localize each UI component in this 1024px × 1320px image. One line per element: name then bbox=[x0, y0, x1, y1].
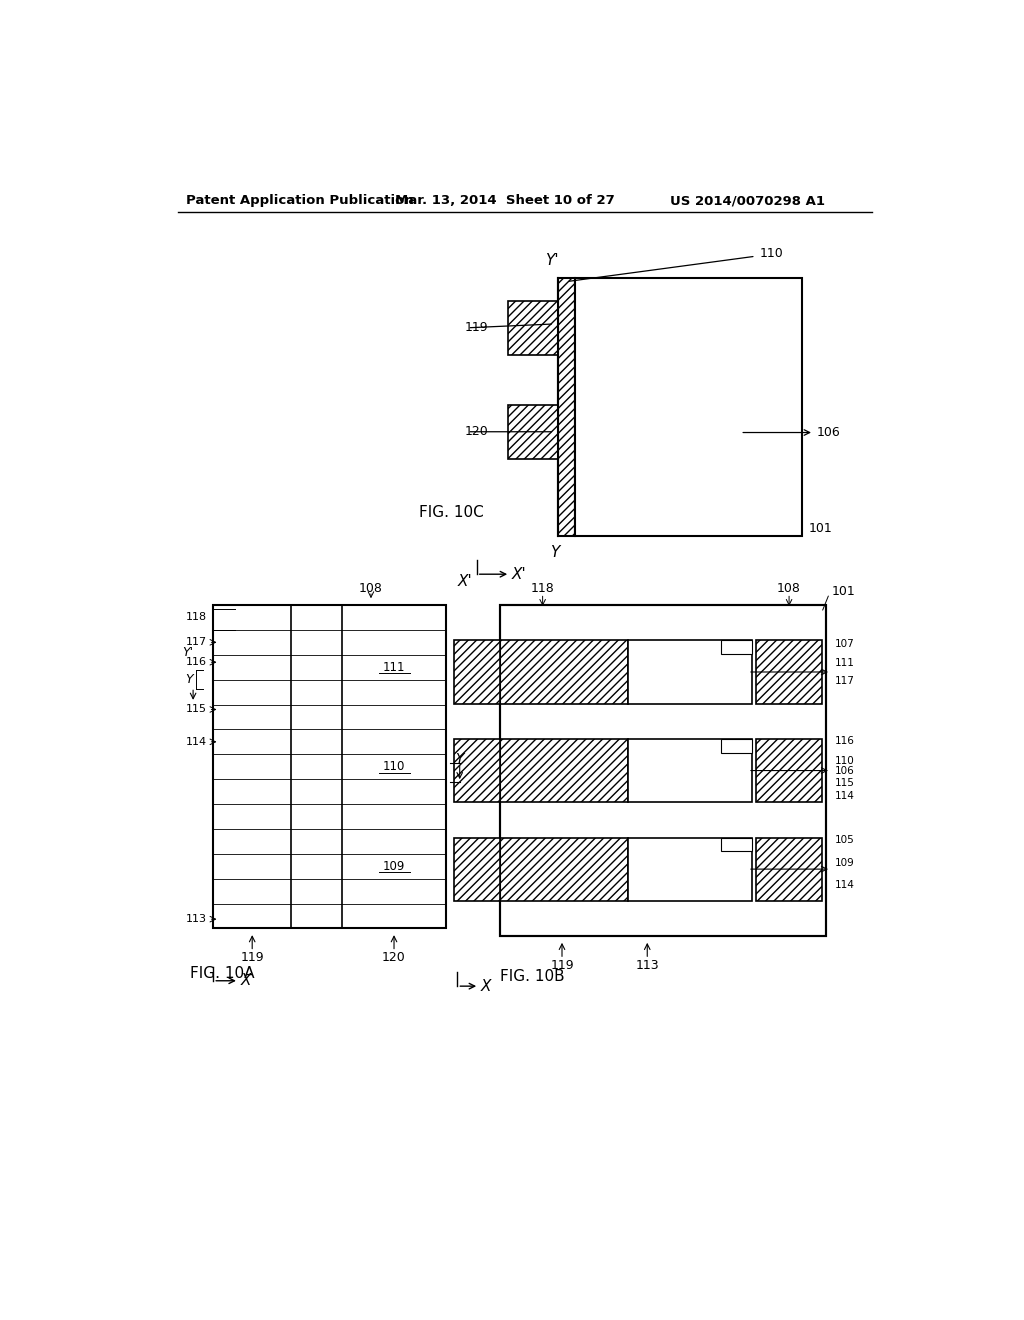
Text: 109: 109 bbox=[383, 859, 406, 873]
Text: 106: 106 bbox=[816, 426, 840, 440]
Bar bbox=[508, 405, 558, 459]
Text: Y: Y bbox=[455, 752, 464, 766]
Text: 120: 120 bbox=[465, 425, 488, 438]
Text: 114: 114 bbox=[835, 791, 855, 801]
Text: FIG. 10A: FIG. 10A bbox=[190, 965, 255, 981]
Text: 118: 118 bbox=[186, 612, 207, 623]
Bar bbox=[558, 277, 575, 536]
Bar bbox=[454, 838, 500, 900]
Text: 108: 108 bbox=[359, 582, 383, 594]
Text: 113: 113 bbox=[636, 958, 659, 972]
Text: Mar. 13, 2014  Sheet 10 of 27: Mar. 13, 2014 Sheet 10 of 27 bbox=[395, 194, 615, 207]
Text: 119: 119 bbox=[465, 321, 488, 334]
Bar bbox=[213, 605, 445, 928]
Text: FIG. 10C: FIG. 10C bbox=[419, 506, 483, 520]
Bar bbox=[508, 301, 558, 355]
Text: 109: 109 bbox=[835, 858, 855, 867]
Bar bbox=[575, 277, 802, 536]
Text: 113: 113 bbox=[186, 915, 207, 924]
Bar bbox=[756, 838, 821, 900]
Text: Y: Y bbox=[550, 545, 559, 560]
Bar bbox=[628, 640, 752, 704]
Bar bbox=[454, 739, 500, 803]
Text: 116: 116 bbox=[835, 737, 855, 746]
Text: 108: 108 bbox=[777, 582, 801, 594]
Text: 118: 118 bbox=[530, 582, 555, 594]
Text: 110: 110 bbox=[835, 756, 855, 766]
Bar bbox=[721, 739, 752, 752]
Text: US 2014/0070298 A1: US 2014/0070298 A1 bbox=[671, 194, 825, 207]
Bar bbox=[628, 838, 752, 900]
Bar bbox=[756, 640, 821, 704]
Bar bbox=[500, 838, 628, 900]
Bar bbox=[500, 640, 628, 704]
Text: X: X bbox=[241, 973, 251, 989]
Text: FIG. 10B: FIG. 10B bbox=[500, 969, 564, 983]
Text: 110: 110 bbox=[760, 247, 783, 260]
Bar bbox=[454, 640, 500, 704]
Text: Y': Y' bbox=[182, 647, 194, 660]
Text: 114: 114 bbox=[186, 737, 207, 747]
Text: 115: 115 bbox=[835, 779, 855, 788]
Text: X': X' bbox=[512, 566, 526, 582]
Text: 117: 117 bbox=[835, 676, 855, 686]
Text: 105: 105 bbox=[835, 834, 855, 845]
Text: 119: 119 bbox=[241, 952, 264, 964]
Text: 115: 115 bbox=[186, 705, 207, 714]
Text: 110: 110 bbox=[383, 760, 406, 774]
Text: X: X bbox=[480, 978, 492, 994]
Bar bbox=[500, 605, 825, 936]
Bar bbox=[721, 838, 752, 851]
Text: 119: 119 bbox=[550, 958, 573, 972]
Text: 111: 111 bbox=[383, 661, 406, 673]
Bar bbox=[756, 739, 821, 803]
Bar bbox=[628, 739, 752, 803]
Text: 116: 116 bbox=[186, 657, 207, 667]
Text: 106: 106 bbox=[835, 766, 855, 776]
Bar bbox=[721, 640, 752, 655]
Text: Patent Application Publication: Patent Application Publication bbox=[186, 194, 414, 207]
Text: 101: 101 bbox=[831, 585, 855, 598]
Text: Y': Y' bbox=[545, 253, 559, 268]
Text: X': X' bbox=[458, 574, 473, 590]
Text: 107: 107 bbox=[835, 639, 855, 649]
Text: Y: Y bbox=[185, 673, 194, 686]
Text: 114: 114 bbox=[835, 880, 855, 890]
Text: 117: 117 bbox=[186, 638, 207, 647]
Text: 120: 120 bbox=[382, 952, 406, 964]
Bar bbox=[500, 605, 825, 936]
Bar bbox=[500, 739, 628, 803]
Text: 111: 111 bbox=[835, 657, 855, 668]
Text: 101: 101 bbox=[809, 521, 833, 535]
